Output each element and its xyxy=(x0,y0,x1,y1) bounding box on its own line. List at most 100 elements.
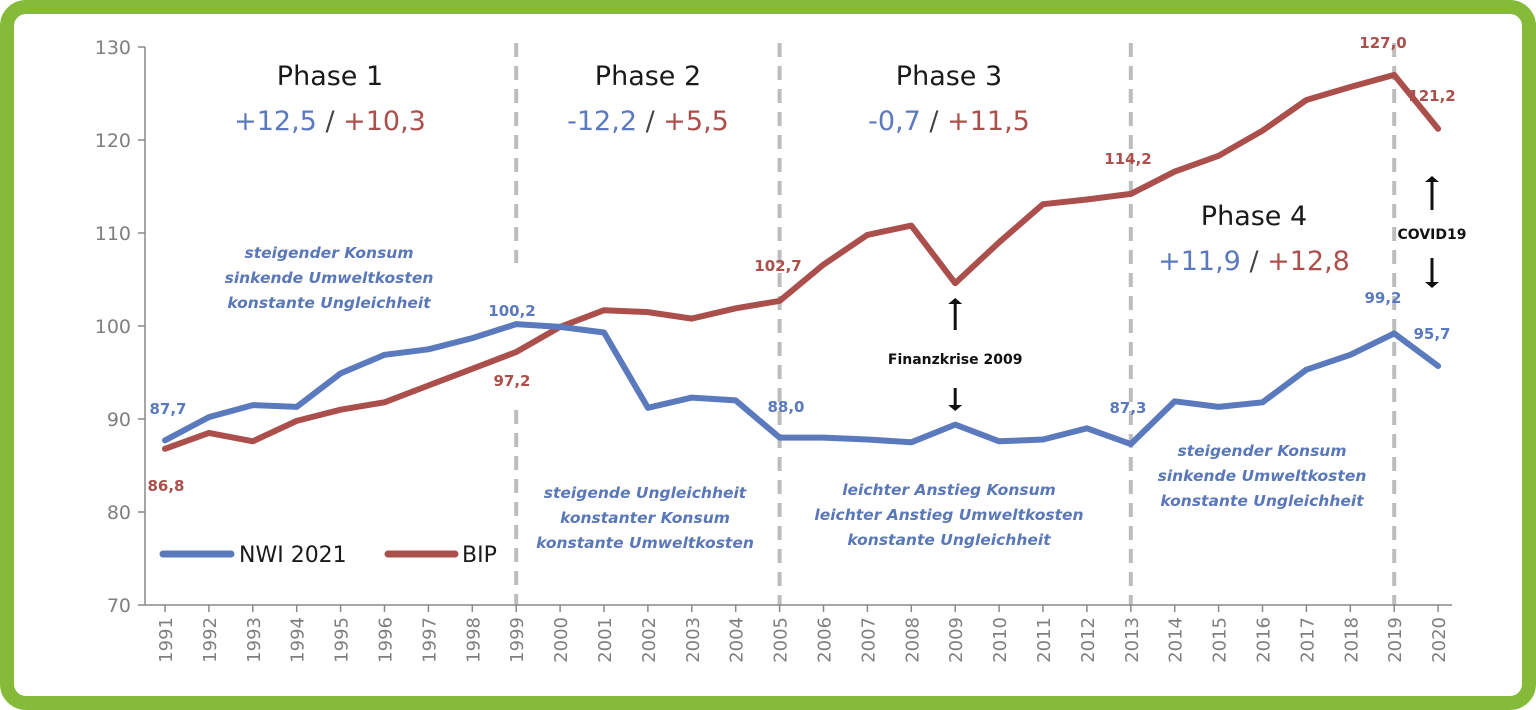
x-tick-label-2004: 2004 xyxy=(727,617,748,663)
bip-series-line xyxy=(162,71,1442,452)
phase-4-nwi-change: +11,9 xyxy=(1158,246,1241,277)
y-axis-tick-labels: 70 80 90 100 110 120 130 xyxy=(95,37,131,617)
phase-3-desc-line-2: leichter Anstieg Umweltkosten xyxy=(814,506,1083,524)
phase-4-desc-line-1: steigender Konsum xyxy=(1177,442,1346,460)
x-tick-label-2005: 2005 xyxy=(771,617,792,663)
y-tick-label-80: 80 xyxy=(107,502,131,524)
series-lines xyxy=(162,71,1442,452)
phase-2-title: Phase 2 xyxy=(595,61,701,92)
phase-4-separator: / xyxy=(1241,246,1267,277)
nwi-series-line xyxy=(162,321,1442,448)
x-tick-label-1992: 1992 xyxy=(200,617,221,663)
nwi-label-2013: 87,3 xyxy=(1109,399,1146,417)
bip-label-1991: 86,8 xyxy=(147,477,184,495)
phase-3-separator: / xyxy=(921,106,947,137)
x-tick-label-2011: 2011 xyxy=(1034,617,1055,663)
phase-boundary-lines xyxy=(514,43,1397,605)
x-tick-label-1993: 1993 xyxy=(244,617,265,663)
phase-1-bip-change: +10,3 xyxy=(343,106,426,137)
phase-4-desc-line-3: konstante Ungleichheit xyxy=(1160,492,1364,510)
x-tick-label-1997: 1997 xyxy=(419,617,440,663)
nwi-label-1991: 87,7 xyxy=(149,400,186,418)
phase-1-separator: / xyxy=(317,106,343,137)
annotations: Finanzkrise 2009 COVID19 xyxy=(888,176,1467,411)
x-tick-label-2002: 2002 xyxy=(639,617,660,663)
x-tick-label-2017: 2017 xyxy=(1297,617,1318,663)
phase-1-desc-line-2: sinkende Umweltkosten xyxy=(225,269,434,287)
covid-arrow-down-head xyxy=(1425,282,1439,288)
phase-2-desc-line-2: konstanter Konsum xyxy=(560,509,730,527)
y-tick-label-90: 90 xyxy=(107,409,131,431)
nwi-label-2019: 99,2 xyxy=(1364,289,1401,307)
finanzkrise-arrow-up-head xyxy=(948,298,963,304)
phase-2-desc-line-1: steigende Ungleichheit xyxy=(544,484,747,502)
y-tick-label-120: 120 xyxy=(95,130,131,152)
legend-bip-label: BIP xyxy=(462,543,497,568)
phase-4-title: Phase 4 xyxy=(1201,201,1307,232)
bip-label-1999: 97,2 xyxy=(493,372,530,390)
x-tick-label-2000: 2000 xyxy=(551,617,572,663)
phase-descriptions: steigender Konsum sinkende Umweltkosten ko… xyxy=(225,244,1367,552)
nwi-label-1999: 100,2 xyxy=(488,302,535,320)
phase-1-desc-line-3: konstante Ungleichheit xyxy=(227,294,431,312)
phase-4-bip-change: +12,8 xyxy=(1267,246,1350,277)
phase-3-values: -0,7 / +11,5 xyxy=(868,106,1030,137)
x-tick-label-2015: 2015 xyxy=(1210,617,1231,663)
covid-label: COVID19 xyxy=(1398,227,1467,243)
y-tick-label-130: 130 xyxy=(95,37,131,59)
x-tick-label-2012: 2012 xyxy=(1078,617,1099,663)
x-tick-label-2007: 2007 xyxy=(858,617,879,663)
x-tick-label-1999: 1999 xyxy=(507,617,528,663)
bip-label-2013: 114,2 xyxy=(1104,150,1151,168)
x-tick-label-2010: 2010 xyxy=(990,617,1011,663)
phase-4-desc-line-2: sinkende Umweltkosten xyxy=(1158,467,1367,485)
phase-2-separator: / xyxy=(637,106,663,137)
bip-label-2020: 121,2 xyxy=(1408,87,1455,105)
nwi-label-2005: 88,0 xyxy=(767,398,804,416)
x-tick-label-2001: 2001 xyxy=(595,617,616,663)
phase-1-values: +12,5 / +10,3 xyxy=(234,106,426,137)
covid-arrow-up-head xyxy=(1425,176,1439,182)
phase-2-nwi-change: -12,2 xyxy=(567,106,637,137)
x-tick-label-2018: 2018 xyxy=(1341,617,1362,663)
bip-label-2019: 127,0 xyxy=(1359,34,1406,52)
y-tick-label-110: 110 xyxy=(95,223,131,245)
phase-2-bip-change: +5,5 xyxy=(663,106,729,137)
y-tick-label-70: 70 xyxy=(107,595,131,617)
data-labels: 87,7 100,2 88,0 87,3 99,2 95,7 86,8 97,2 102,7 11… xyxy=(147,34,1455,495)
x-tick-label-1996: 1996 xyxy=(376,617,397,663)
phase-3-desc-line-1: leichter Anstieg Konsum xyxy=(842,481,1056,499)
x-tick-label-2006: 2006 xyxy=(815,617,836,663)
x-tick-label-2009: 2009 xyxy=(946,617,967,663)
legend-nwi-label: NWI 2021 xyxy=(239,543,347,568)
x-tick-label-2016: 2016 xyxy=(1254,617,1275,663)
bip-label-2005: 102,7 xyxy=(754,257,801,275)
x-tick-label-1994: 1994 xyxy=(288,617,309,663)
phase-headers: Phase 1 +12,5 / +10,3 Phase 2 -12,2 / +5,5 P… xyxy=(234,61,1350,277)
x-tick-label-2003: 2003 xyxy=(683,617,704,663)
phase-3-desc-line-3: konstante Ungleichheit xyxy=(847,531,1051,549)
phase-1-nwi-change: +12,5 xyxy=(234,106,317,137)
phase-2-values: -12,2 / +5,5 xyxy=(567,106,729,137)
x-tick-label-1995: 1995 xyxy=(332,617,353,663)
x-tick-label-1998: 1998 xyxy=(463,617,484,663)
axes xyxy=(138,46,1452,612)
x-tick-label-2020: 2020 xyxy=(1429,617,1450,663)
legend: NWI 2021 BIP xyxy=(159,543,497,568)
phase-1-title: Phase 1 xyxy=(277,61,383,92)
phase-4-values: +11,9 / +12,8 xyxy=(1158,246,1350,277)
x-tick-label-2008: 2008 xyxy=(902,617,923,663)
x-tick-label-2014: 2014 xyxy=(1166,617,1187,663)
y-tick-label-100: 100 xyxy=(95,316,131,338)
x-tick-label-2013: 2013 xyxy=(1122,617,1143,663)
finanzkrise-label: Finanzkrise 2009 xyxy=(888,352,1023,368)
phase-3-bip-change: +11,5 xyxy=(947,106,1030,137)
x-axis-tick-labels: 1991 1992 1993 1994 1995 1996 1997 1998 1999 2000… xyxy=(156,617,1450,663)
phase-1-desc-line-1: steigender Konsum xyxy=(244,244,413,262)
phase-3-title: Phase 3 xyxy=(896,61,1002,92)
finanzkrise-arrow-down-head xyxy=(948,405,963,411)
x-tick-label-2019: 2019 xyxy=(1385,617,1406,663)
nwi-label-2020: 95,7 xyxy=(1413,325,1450,343)
phase-3-nwi-change: -0,7 xyxy=(868,106,921,137)
